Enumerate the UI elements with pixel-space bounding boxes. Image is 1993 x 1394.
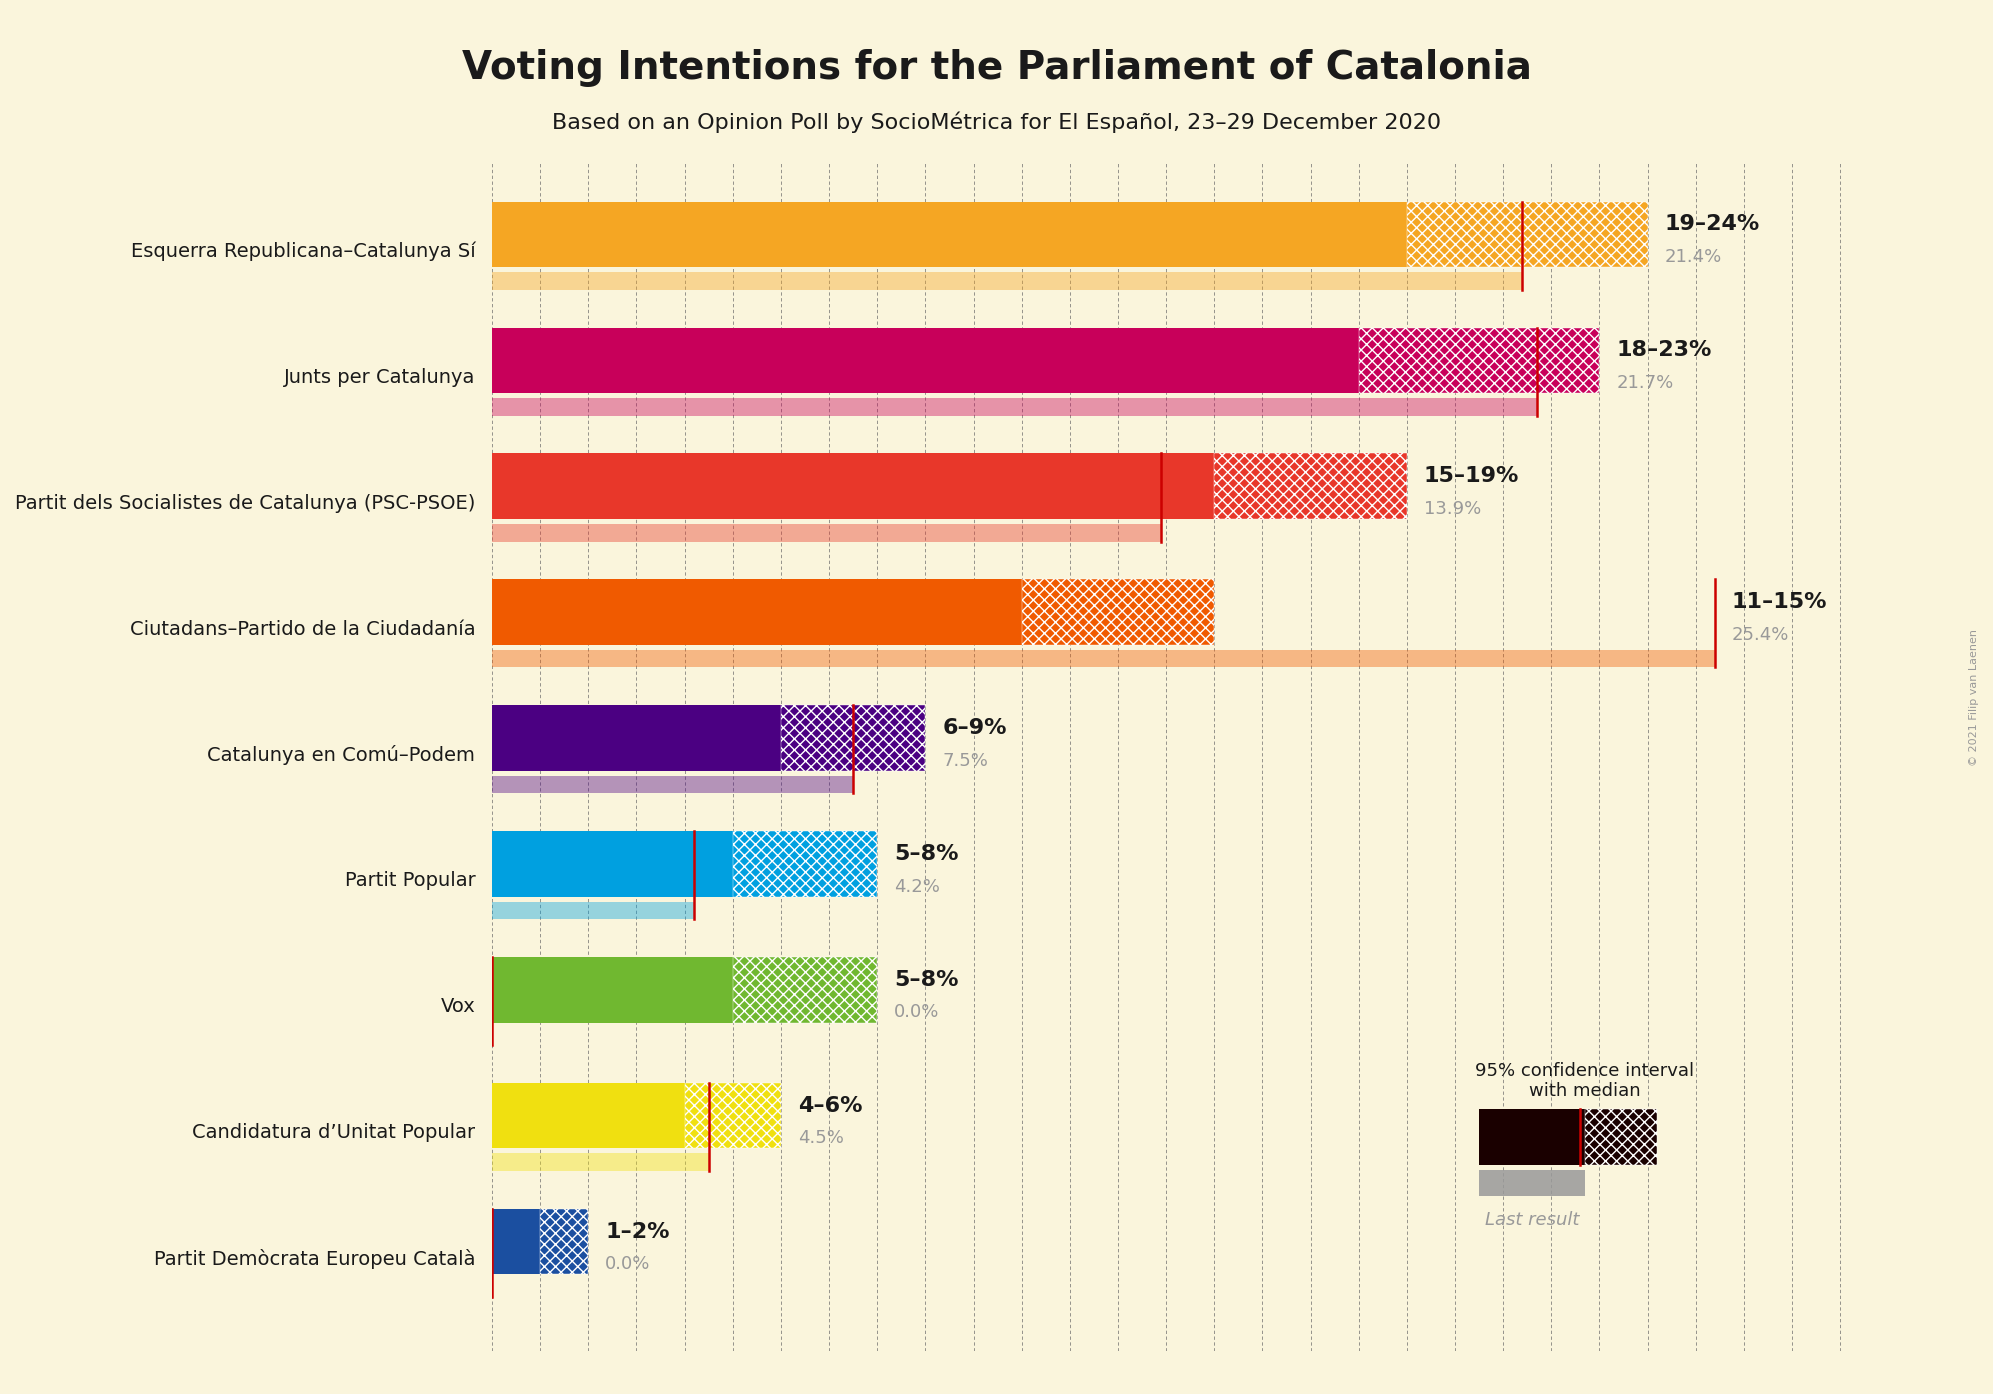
Text: 4.5%: 4.5% bbox=[797, 1129, 843, 1147]
Bar bbox=[1584, 1108, 1658, 1165]
Text: 5–8%: 5–8% bbox=[895, 843, 959, 864]
Text: Based on an Opinion Poll by SocioMétrica for El Español, 23–29 December 2020: Based on an Opinion Poll by SocioMétrica… bbox=[552, 112, 1441, 132]
Bar bbox=[492, 902, 694, 919]
Text: 0.0%: 0.0% bbox=[606, 1255, 650, 1273]
Text: 5–8%: 5–8% bbox=[895, 970, 959, 990]
Text: 1–2%: 1–2% bbox=[606, 1221, 670, 1242]
Text: Voting Intentions for the Parliament of Catalonia: Voting Intentions for the Parliament of … bbox=[462, 49, 1531, 86]
Text: 6–9%: 6–9% bbox=[943, 718, 1006, 737]
Text: 19–24%: 19–24% bbox=[1664, 215, 1760, 234]
Text: 25.4%: 25.4% bbox=[1732, 626, 1790, 644]
Text: 4.2%: 4.2% bbox=[895, 878, 941, 895]
Bar bbox=[492, 775, 853, 793]
Bar bbox=[492, 399, 1537, 415]
Bar bbox=[492, 705, 781, 771]
Text: 11–15%: 11–15% bbox=[1732, 592, 1828, 612]
Text: 21.7%: 21.7% bbox=[1616, 374, 1674, 392]
Bar bbox=[1407, 202, 1648, 268]
Bar bbox=[492, 650, 1716, 668]
Bar bbox=[492, 831, 733, 896]
Bar bbox=[733, 831, 877, 896]
Bar bbox=[492, 1153, 710, 1171]
Bar bbox=[492, 1083, 686, 1149]
Text: 4–6%: 4–6% bbox=[797, 1096, 863, 1115]
Bar bbox=[492, 1209, 540, 1274]
Bar bbox=[492, 202, 1407, 268]
Text: 0.0%: 0.0% bbox=[895, 1004, 939, 1022]
Bar bbox=[1479, 1171, 1584, 1196]
Bar bbox=[686, 1083, 781, 1149]
Bar bbox=[492, 453, 1214, 519]
Bar bbox=[733, 958, 877, 1023]
Bar bbox=[492, 272, 1523, 290]
Text: 21.4%: 21.4% bbox=[1664, 248, 1722, 266]
Bar bbox=[1022, 580, 1214, 645]
Bar bbox=[1479, 1108, 1584, 1165]
Bar bbox=[1359, 328, 1600, 393]
Text: 15–19%: 15–19% bbox=[1423, 466, 1519, 487]
Bar bbox=[492, 524, 1162, 542]
Text: Last result: Last result bbox=[1485, 1211, 1578, 1228]
Text: 7.5%: 7.5% bbox=[943, 751, 989, 769]
Text: 13.9%: 13.9% bbox=[1423, 500, 1481, 517]
Bar bbox=[540, 1209, 588, 1274]
Bar bbox=[1214, 453, 1407, 519]
Bar bbox=[781, 705, 925, 771]
Bar bbox=[492, 580, 1022, 645]
Text: © 2021 Filip van Laenen: © 2021 Filip van Laenen bbox=[1969, 629, 1979, 765]
Text: 18–23%: 18–23% bbox=[1616, 340, 1712, 360]
Text: 95% confidence interval
with median: 95% confidence interval with median bbox=[1475, 1062, 1694, 1100]
Bar bbox=[492, 958, 733, 1023]
Bar bbox=[492, 328, 1359, 393]
